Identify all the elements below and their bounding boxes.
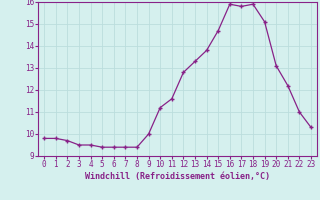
X-axis label: Windchill (Refroidissement éolien,°C): Windchill (Refroidissement éolien,°C)	[85, 172, 270, 181]
